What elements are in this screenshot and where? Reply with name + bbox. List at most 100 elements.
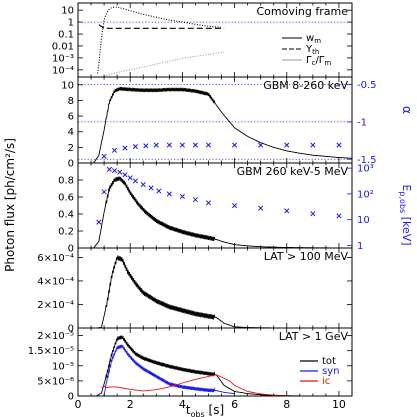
legend-label-syn: syn: [322, 366, 339, 377]
legend-label-1: wm: [306, 33, 321, 45]
y-tick-label: 0.8: [58, 176, 74, 187]
series-flux: [93, 86, 352, 163]
series-syn: [103, 344, 235, 396]
alpha-marker: [284, 142, 290, 148]
panel-title: GBM 8-260 keV: [263, 79, 348, 92]
alpha-marker: [232, 142, 238, 148]
y-tick-label: 8: [68, 96, 74, 107]
y-tick-label: 6×10⁻⁴: [37, 253, 74, 264]
alpha-marker: [336, 142, 342, 148]
plot-frame: [77, 327, 353, 397]
ep-label-sub: p,obs: [398, 191, 407, 213]
y-tick-label: 10⁻³: [52, 53, 74, 64]
right-tick-label: -1.5: [357, 155, 377, 166]
alpha-marker: [122, 145, 128, 151]
x-tick-label: 2: [127, 398, 134, 411]
Ep-marker: [106, 166, 112, 172]
x-tick-label: 6: [231, 398, 238, 411]
panel-2: 0 2 4 6 8 10 -0.5 -1 -1.5 GBM 8-260 keV: [61, 76, 377, 170]
y-tick-label: 0: [68, 159, 74, 170]
legend-label-ic: ic: [322, 376, 330, 387]
axis-labels: Photon flux [ph/cm²/s] α Ep,obs [keV] to…: [3, 106, 414, 417]
legend-label-tot: tot: [322, 356, 336, 367]
series-w_m: [97, 6, 222, 74]
panel-title: Comoving frame: [257, 5, 349, 18]
alpha-marker: [310, 142, 316, 148]
y-tick-label: 0.01: [52, 41, 74, 52]
alpha-marker: [132, 143, 138, 150]
Ep-marker: [179, 193, 185, 199]
x-axis-label: tobs [s]: [186, 403, 224, 417]
series-tot: [96, 335, 352, 396]
y-tick-label: 0.2: [58, 227, 74, 238]
Ep-marker: [310, 211, 316, 217]
Ep-marker: [232, 203, 238, 209]
y-tick-label: 1.5×10⁻⁵: [28, 346, 74, 357]
Ep-marker: [336, 213, 342, 219]
right-tick-label: 10³: [357, 164, 374, 175]
Ep-marker: [284, 208, 290, 214]
alpha-marker: [258, 142, 264, 148]
alpha-marker: [179, 142, 185, 148]
y-tick-label: 5×10⁻⁶: [37, 376, 74, 387]
right-tick-label: -0.5: [357, 80, 377, 91]
panel-3: 0 0.2 0.4 0.6 0.8 10³ 10² 10 1 GBM 260 keV-5 MeV: [58, 162, 374, 255]
x-label-unit: [s]: [205, 403, 224, 417]
alpha-marker: [192, 142, 198, 148]
ep-label-main: E: [400, 184, 413, 191]
data-layer: [78, 6, 352, 77]
panel-title: LAT > 1 GeV: [279, 330, 349, 343]
x-tick-label: 8: [283, 398, 290, 411]
y-tick-label: 10⁻⁵: [52, 361, 74, 372]
Ep-marker: [140, 182, 146, 188]
series-Y_th: [98, 24, 225, 29]
y-tick-label: 4×10⁻⁴: [37, 276, 74, 287]
ep-label-unit: [keV]: [400, 213, 413, 245]
series-flux: [93, 176, 352, 248]
x-label-sub: obs: [191, 410, 205, 417]
panel-title: GBM 260 keV-5 MeV: [237, 165, 349, 178]
legend-label-2: Yth: [305, 44, 319, 56]
Ep-marker: [122, 172, 128, 178]
y-axis-label-right-alpha: α: [400, 106, 414, 114]
panel-4: 0 2×10⁻⁴ 4×10⁻⁴ 6×10⁻⁴ LAT > 100 MeV: [37, 247, 353, 335]
legend-label-3: Γc/Γm: [306, 55, 331, 67]
Ep-marker: [192, 197, 198, 203]
right-tick-label: 10²: [357, 189, 374, 200]
Ep-marker: [96, 219, 102, 225]
y-tick-label: 0.4: [58, 210, 74, 221]
Ep-marker: [166, 191, 172, 197]
right-tick-label: 1: [357, 241, 363, 252]
Ep-marker: [258, 205, 264, 211]
right-tick-label: -1: [357, 117, 367, 128]
y-tick-label: 0: [68, 392, 74, 403]
y-tick-label: 0: [68, 324, 74, 335]
y-tick-label: 2×10⁻⁵: [37, 331, 74, 342]
y-tick-label: 2×10⁻⁴: [37, 300, 74, 311]
alpha-marker: [153, 142, 159, 148]
panel-title: LAT > 100 MeV: [264, 250, 349, 263]
series-Gamma_c/Gamma_m: [100, 51, 225, 77]
Ep-marker: [111, 168, 118, 174]
y-axis-label-left: Photon flux [ph/cm²/s]: [3, 138, 17, 272]
Ep-marker: [148, 185, 154, 191]
alpha-marker: [166, 142, 172, 148]
alpha-marker: [143, 143, 149, 149]
Ep-marker: [101, 189, 107, 195]
x-tick-label: 4: [179, 398, 186, 411]
y-tick-label: 0.1: [58, 30, 74, 41]
y-tick-label: 1: [68, 18, 74, 29]
alpha-marker: [101, 153, 107, 159]
data-layer: [96, 335, 352, 396]
y-tick-label: 0.6: [58, 193, 74, 204]
y-tick-label: 10⁻⁴: [52, 65, 74, 76]
x-tick-label: 0: [75, 398, 82, 411]
right-tick-label: 10: [357, 215, 370, 226]
data-layer: [93, 166, 352, 248]
series-ic: [101, 374, 287, 396]
Ep-marker: [156, 188, 162, 194]
